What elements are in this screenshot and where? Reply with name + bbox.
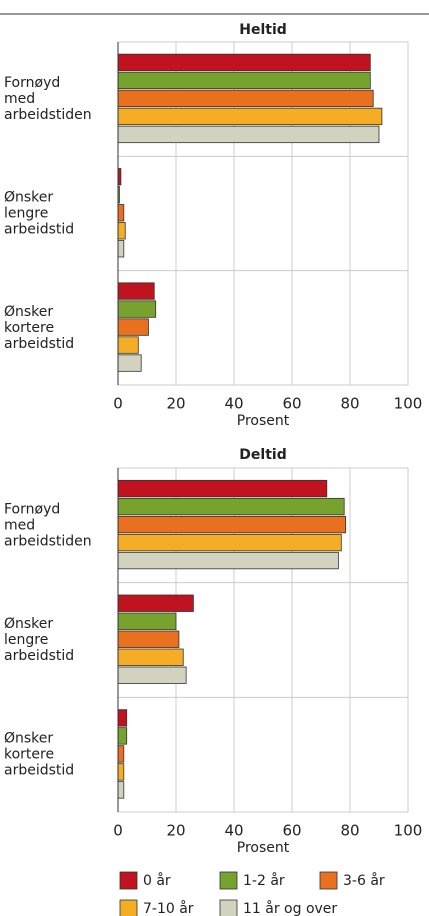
bar	[117, 300, 157, 318]
legend-label: 1-2 år	[243, 872, 285, 889]
bar	[117, 107, 383, 126]
bar	[117, 781, 125, 799]
bar	[117, 666, 187, 684]
x-tick-label: 20	[166, 395, 185, 413]
bar	[117, 727, 128, 745]
bar	[117, 533, 342, 552]
x-tick-label: 100	[394, 395, 423, 413]
bar	[117, 648, 184, 666]
bar	[117, 497, 345, 516]
category-label: Ønsker	[4, 616, 53, 632]
bar	[117, 709, 128, 727]
bar	[117, 89, 374, 108]
category-label: arbeidstid	[4, 648, 74, 664]
bar	[117, 354, 142, 372]
x-tick-label: 0	[113, 822, 123, 840]
x-axis-label: Prosent	[237, 413, 290, 429]
category-label: med	[4, 91, 35, 107]
category-label: arbeidstiden	[4, 107, 92, 123]
chart-title: Heltid	[239, 22, 287, 38]
bar	[117, 745, 125, 763]
legend-label: 7-10 år	[143, 900, 194, 916]
bar	[117, 222, 126, 240]
category-label: arbeidstid	[4, 222, 74, 238]
bar	[117, 763, 125, 781]
bar	[117, 336, 139, 354]
bar	[117, 630, 180, 648]
bar	[117, 204, 125, 222]
bar	[117, 594, 194, 612]
category-label: kortere	[4, 747, 54, 763]
bar	[117, 318, 149, 336]
category-label: lengre	[4, 632, 48, 648]
x-tick-label: 20	[166, 822, 185, 840]
x-tick-label: 80	[340, 822, 359, 840]
legend-swatch	[219, 899, 238, 916]
chart-title: Deltid	[239, 447, 286, 463]
bar	[117, 125, 380, 144]
x-tick-label: 40	[224, 822, 243, 840]
bar	[117, 71, 371, 90]
bar	[117, 53, 371, 72]
bar	[117, 551, 339, 570]
category-label: arbeidstiden	[4, 533, 92, 549]
bar	[117, 479, 328, 498]
legend-swatch	[119, 899, 138, 916]
category-label: med	[4, 517, 35, 533]
legend-label: 0 år	[143, 872, 171, 889]
legend-swatch	[119, 871, 138, 890]
legend-swatch	[219, 871, 238, 890]
legend-label: 11 år og over	[243, 900, 337, 916]
x-tick-label: 100	[394, 822, 423, 840]
category-label: Ønsker	[4, 190, 53, 206]
x-tick-label: 80	[340, 395, 359, 413]
bar	[117, 282, 155, 300]
x-tick-label: 60	[282, 395, 301, 413]
bar	[117, 515, 347, 534]
category-label: Ønsker	[4, 731, 53, 747]
x-tick-label: 0	[113, 395, 123, 413]
category-label: arbeidstid	[4, 763, 74, 779]
bar	[117, 240, 125, 258]
legend-swatch	[319, 871, 338, 890]
category-label: lengre	[4, 206, 48, 222]
x-axis-label: Prosent	[237, 840, 290, 856]
legend-label: 3-6 år	[343, 872, 385, 889]
category-label: Ønsker	[4, 304, 53, 320]
category-label: arbeidstid	[4, 336, 74, 352]
category-label: Fornøyd	[4, 501, 60, 517]
bar	[117, 612, 177, 630]
x-tick-label: 60	[282, 822, 301, 840]
x-tick-label: 40	[224, 395, 243, 413]
category-label: Fornøyd	[4, 75, 60, 91]
category-label: kortere	[4, 320, 54, 336]
